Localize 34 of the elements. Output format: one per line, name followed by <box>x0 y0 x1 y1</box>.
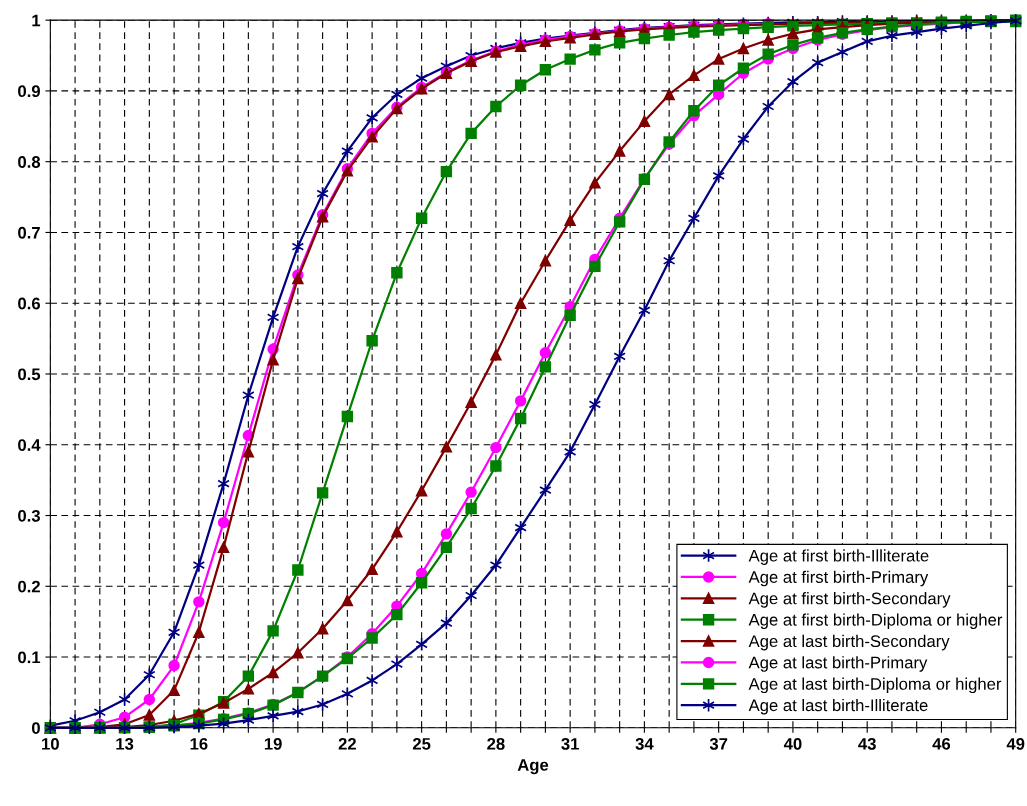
x-tick-label: 22 <box>338 737 356 750</box>
y-tick-label: 0.9 <box>18 85 40 98</box>
y-tick-label: 0 <box>31 722 40 735</box>
x-tick-label: 13 <box>116 737 134 750</box>
y-tick-label: 0.8 <box>18 156 41 168</box>
y-tick-label: 0.4 <box>18 439 41 451</box>
x-tick-label: 16 <box>190 737 208 750</box>
x-tick-label: 28 <box>487 737 505 750</box>
y-tick-label: 0.1 <box>18 651 41 664</box>
legend-label: Age at last birth-Illiterate <box>748 698 928 715</box>
legend-label: Age at first birth-Primary <box>748 570 929 587</box>
x-tick-label: 19 <box>264 737 282 750</box>
y-tick-label: 0.2 <box>18 580 40 593</box>
x-tick-label: 37 <box>709 737 728 750</box>
x-tick-label: 31 <box>561 737 579 750</box>
x-tick-label: 10 <box>42 737 59 750</box>
legend-label: Age at first birth-Illiterate <box>748 549 929 565</box>
x-tick-label: 46 <box>932 737 951 750</box>
x-tick-label: 34 <box>635 737 654 750</box>
legend-label: Age at last birth-Secondary <box>748 634 950 651</box>
legend-label: Age at last birth-Diploma or higher <box>748 677 1002 694</box>
x-tick-label: 25 <box>412 737 431 750</box>
x-tick-label: 43 <box>858 737 876 750</box>
y-tick-label: 0.6 <box>18 297 40 310</box>
y-tick-label: 0.7 <box>18 226 40 239</box>
y-tick-label: 1 <box>32 14 41 27</box>
x-tick-label: 49 <box>1006 737 1025 750</box>
legend-label: Age at last birth-Primary <box>748 656 928 672</box>
legend-label: Age at first birth-Secondary <box>748 592 951 608</box>
x-axis-title: Age <box>517 759 549 775</box>
y-tick-label: 0.5 <box>18 368 41 381</box>
y-tick-label: 0.3 <box>18 509 40 522</box>
x-tick-label: 40 <box>783 737 802 750</box>
legend-label: Age at first birth-Diploma or higher <box>748 613 1003 630</box>
